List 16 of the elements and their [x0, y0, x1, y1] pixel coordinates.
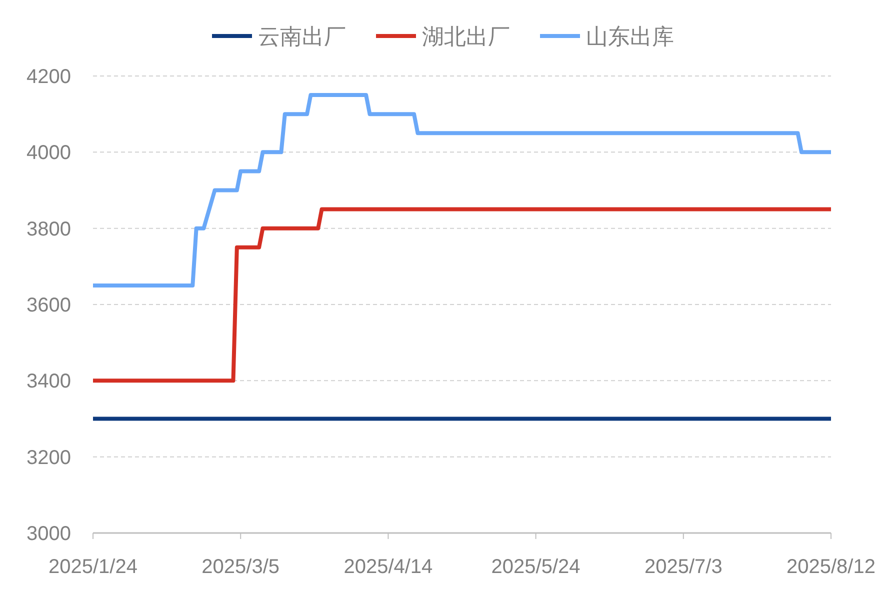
y-tick-label: 3600 — [26, 294, 71, 316]
legend-label: 湖北出厂 — [422, 24, 510, 49]
y-tick-label: 3400 — [26, 370, 71, 393]
x-tick-label: 2025/7/3 — [644, 556, 722, 578]
y-tick-label: 3200 — [26, 446, 71, 469]
x-tick-label: 2025/3/5 — [202, 556, 280, 578]
x-tick-label: 2025/1/24 — [48, 556, 138, 578]
x-tick-label: 2025/4/14 — [344, 556, 433, 578]
x-tick-label: 2025/5/24 — [491, 556, 580, 578]
y-tick-label: 3800 — [26, 218, 71, 240]
y-tick-label: 3000 — [26, 523, 71, 545]
legend-label: 山东出库 — [586, 24, 674, 49]
y-tick-label: 4200 — [26, 66, 71, 88]
legend-label: 云南出厂 — [258, 24, 346, 49]
y-tick-label: 4000 — [26, 142, 71, 164]
x-tick-label: 2025/8/12 — [786, 556, 876, 578]
